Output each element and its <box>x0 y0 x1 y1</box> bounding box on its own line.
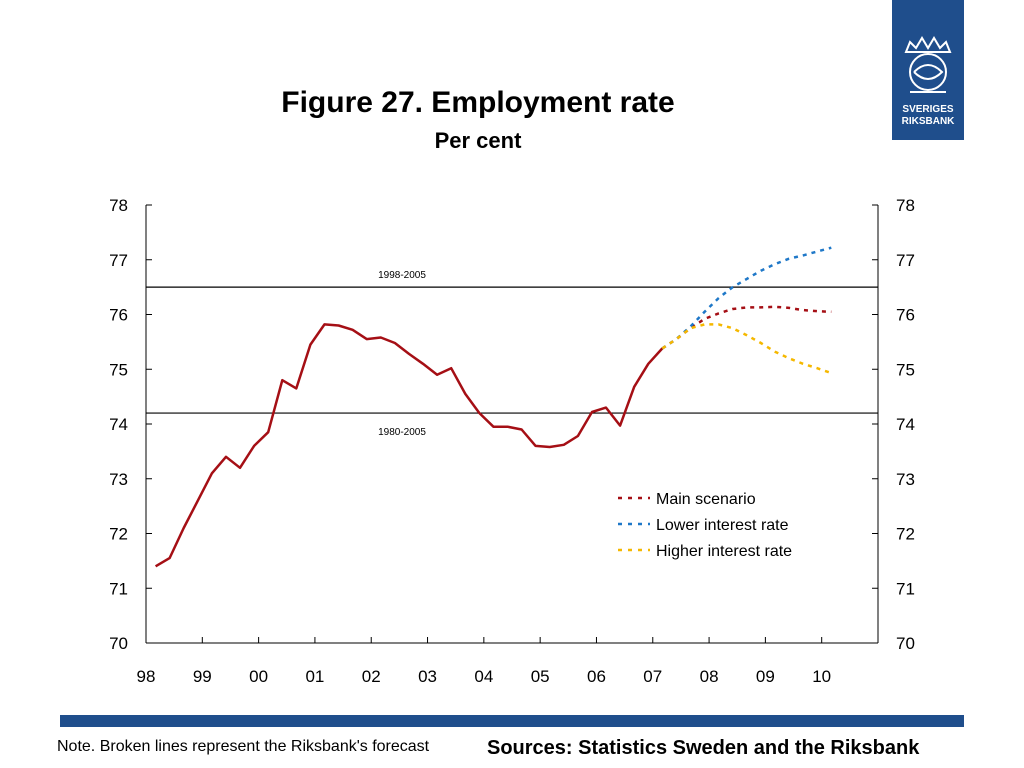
legend-label: Higher interest rate <box>656 543 792 560</box>
series-line-2 <box>661 246 832 350</box>
x-tick-label: 01 <box>305 667 324 686</box>
riksbank-logo: SVERIGES RIKSBANK <box>892 0 964 140</box>
y-tick-label-right: 74 <box>896 415 915 434</box>
y-tick-label-left: 75 <box>109 360 128 379</box>
footer-sources: Sources: Statistics Sweden and the Riksb… <box>487 737 920 759</box>
series-line-3 <box>661 323 832 375</box>
chart-subtitle: Per cent <box>434 128 522 153</box>
x-tick-label: 02 <box>362 667 381 686</box>
x-tick-label: 98 <box>137 667 156 686</box>
x-tick-label: 06 <box>587 667 606 686</box>
chart-title: Figure 27. Employment rate <box>281 86 675 119</box>
reference-line-label: 1980-2005 <box>378 427 426 438</box>
y-tick-label-left: 78 <box>109 196 128 215</box>
x-tick-label: 00 <box>249 667 268 686</box>
legend-label: Main scenario <box>656 491 756 508</box>
y-tick-label-left: 72 <box>109 525 128 544</box>
y-tick-label-left: 77 <box>109 251 128 270</box>
y-tick-label-right: 71 <box>896 579 915 598</box>
y-tick-label-left: 70 <box>109 634 128 653</box>
x-tick-label: 08 <box>700 667 719 686</box>
y-tick-label-right: 75 <box>896 360 915 379</box>
series-line-0 <box>154 323 664 568</box>
x-tick-label: 03 <box>418 667 437 686</box>
x-tick-label: 04 <box>474 667 493 686</box>
y-tick-label-right: 73 <box>896 470 915 489</box>
series-line-1 <box>661 305 832 350</box>
x-tick-label: 05 <box>531 667 550 686</box>
footer-bar <box>60 715 964 727</box>
logo-line-1: SVERIGES <box>902 104 954 115</box>
x-tick-label: 07 <box>643 667 662 686</box>
x-tick-label: 09 <box>756 667 775 686</box>
x-tick-label: 99 <box>193 667 212 686</box>
crown-emblem-icon <box>904 36 952 93</box>
y-tick-label-left: 76 <box>109 306 128 325</box>
y-tick-label-left: 73 <box>109 470 128 489</box>
y-tick-label-right: 70 <box>896 634 915 653</box>
logo-line-2: RIKSBANK <box>901 116 955 127</box>
y-tick-label-left: 74 <box>109 415 128 434</box>
y-tick-label-right: 78 <box>896 196 915 215</box>
x-tick-label: 10 <box>812 667 831 686</box>
reference-line-label: 1998-2005 <box>378 270 426 281</box>
legend-box <box>612 484 818 570</box>
y-tick-label-right: 76 <box>896 306 915 325</box>
footer-note: Note. Broken lines represent the Riksban… <box>57 738 430 755</box>
y-tick-label-right: 77 <box>896 251 915 270</box>
y-tick-label-left: 71 <box>109 579 128 598</box>
legend-label: Lower interest rate <box>656 517 789 534</box>
y-tick-label-right: 72 <box>896 525 915 544</box>
